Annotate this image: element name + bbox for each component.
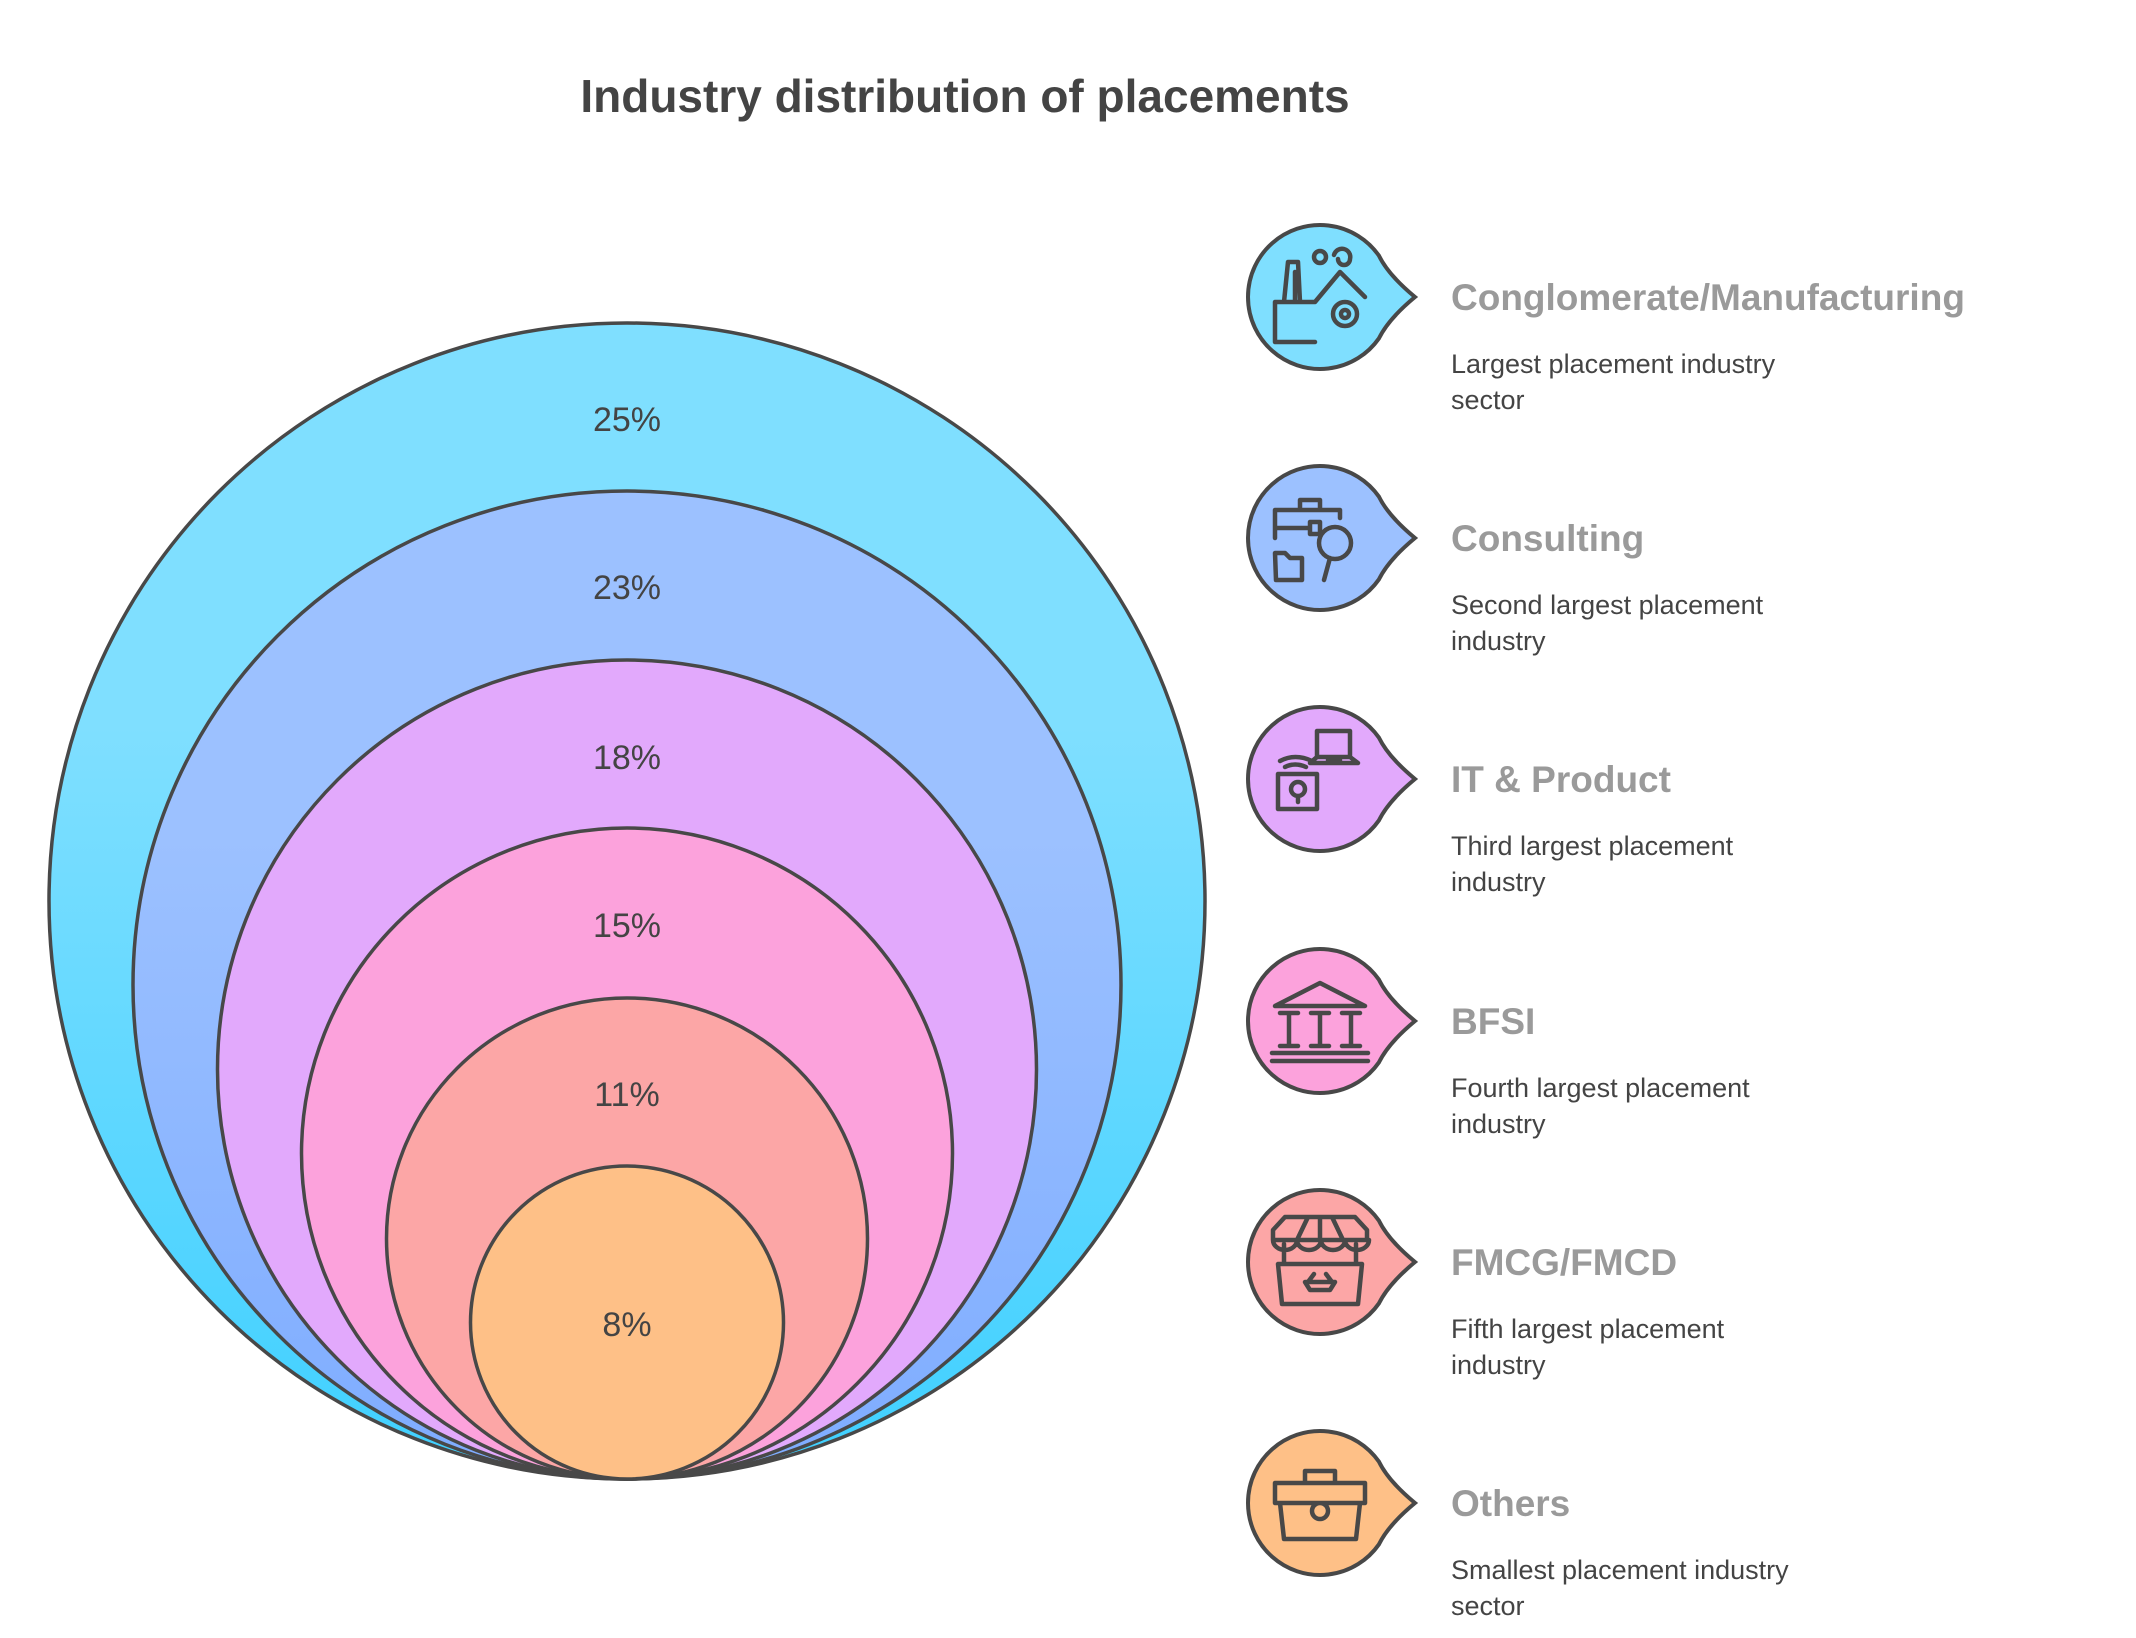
factory-icon	[1272, 246, 1368, 345]
legend-description: sector	[1451, 385, 1525, 415]
legend-item: Others Smallest placement industry sector	[1246, 1429, 1789, 1621]
icon-bubble	[1246, 705, 1419, 853]
legend-heading: BFSI	[1451, 1001, 1535, 1042]
icon-bubble	[1246, 947, 1419, 1095]
percent-label: 18%	[593, 739, 661, 777]
legend-description: Fifth largest placement	[1451, 1314, 1725, 1344]
nested-circles	[47, 321, 1207, 1481]
market-stall-icon	[1270, 1214, 1372, 1307]
legend-description: Largest placement industry	[1451, 349, 1776, 379]
legend-description: Third largest placement	[1451, 831, 1734, 861]
legend-description: Smallest placement industry	[1451, 1555, 1789, 1585]
legend-item: FMCG/FMCD Fifth largest placement industry	[1246, 1188, 1725, 1380]
legend-heading: Consulting	[1451, 518, 1644, 559]
legend-item: Consulting Second largest placement indust…	[1246, 464, 1764, 656]
percent-label: 23%	[593, 569, 661, 607]
percent-label: 25%	[593, 401, 661, 439]
circle-others	[468, 1164, 786, 1481]
legend-heading: Conglomerate/Manufacturing	[1451, 277, 1965, 318]
percent-label: 15%	[593, 907, 661, 945]
legend-description: Second largest placement	[1451, 590, 1764, 620]
toolbox-icon	[1272, 1468, 1368, 1542]
percent-label: 11%	[594, 1076, 660, 1114]
percent-labels: 25% 23% 18% 15% 11% 8%	[593, 401, 661, 1344]
legend-heading: IT & Product	[1451, 759, 1671, 800]
legend-description: Fourth largest placement	[1451, 1073, 1750, 1103]
legend-description: industry	[1451, 1109, 1546, 1139]
legend-heading: FMCG/FMCD	[1451, 1242, 1677, 1283]
chart-title: Industry distribution of placements	[580, 70, 1349, 122]
laptop-lock-icon	[1275, 728, 1361, 812]
bank-icon	[1269, 980, 1371, 1064]
icon-bubble	[1246, 223, 1419, 371]
legend-heading: Others	[1451, 1483, 1570, 1524]
legend-item: IT & Product Third largest placement indus…	[1246, 705, 1734, 897]
legend-description: industry	[1451, 1350, 1546, 1380]
legend-item: BFSI Fourth largest placement industry	[1246, 947, 1750, 1139]
briefcase-magnifier-icon	[1272, 497, 1354, 583]
legend-item: Conglomerate/Manufacturing Largest placem…	[1246, 223, 1965, 415]
icon-bubble	[1246, 464, 1419, 612]
legend-description: sector	[1451, 1591, 1525, 1621]
legend-description: industry	[1451, 626, 1546, 656]
legend: Conglomerate/Manufacturing Largest placem…	[1246, 223, 1965, 1621]
legend-description: industry	[1451, 867, 1546, 897]
percent-label: 8%	[602, 1306, 651, 1344]
